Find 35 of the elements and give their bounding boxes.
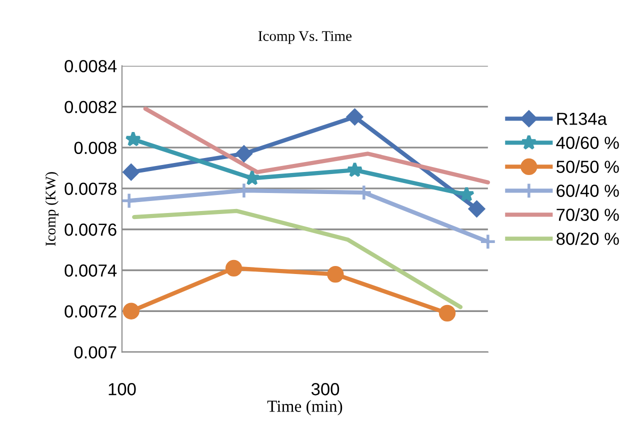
x-tick-label: 300 [311, 383, 340, 396]
point [120, 192, 138, 210]
y-axis-title: Icomp (KW) [45, 172, 58, 246]
chart-title: Icomp Vs. Time [258, 31, 352, 44]
point [327, 266, 344, 283]
point [458, 186, 475, 202]
x-tick-label: 100 [108, 383, 136, 396]
legend-label: 80/20 % [556, 232, 619, 245]
point [125, 131, 142, 146]
y-tick-label: 0.008 [74, 142, 116, 154]
x-axis-title: Time (min) [267, 400, 342, 416]
point [346, 108, 364, 126]
y-tick-label: 0.0072 [64, 305, 116, 318]
point [122, 302, 140, 320]
y-tick-label: 0.007 [74, 346, 116, 358]
line-series [132, 208, 463, 310]
point [480, 233, 496, 250]
y-tick-label: 0.0082 [64, 100, 116, 114]
legend-label: 60/40 % [556, 184, 619, 197]
point [468, 200, 486, 218]
y-tick-label: 0.0078 [64, 182, 116, 195]
legend-label: 70/30 % [556, 208, 619, 221]
point [438, 304, 456, 322]
point [346, 162, 363, 178]
y-tick-label: 0.0074 [64, 264, 117, 277]
point [236, 145, 252, 162]
y-tick-label: 0.0084 [64, 60, 117, 72]
y-tick-label: 0.0076 [64, 224, 116, 236]
line-series [143, 106, 490, 184]
legend-label: R134a [557, 112, 607, 125]
legend-label: 50/50 % [556, 160, 619, 173]
point [225, 260, 242, 277]
point [244, 170, 260, 186]
point [122, 164, 140, 180]
legend-label: 40/60 % [556, 136, 619, 149]
